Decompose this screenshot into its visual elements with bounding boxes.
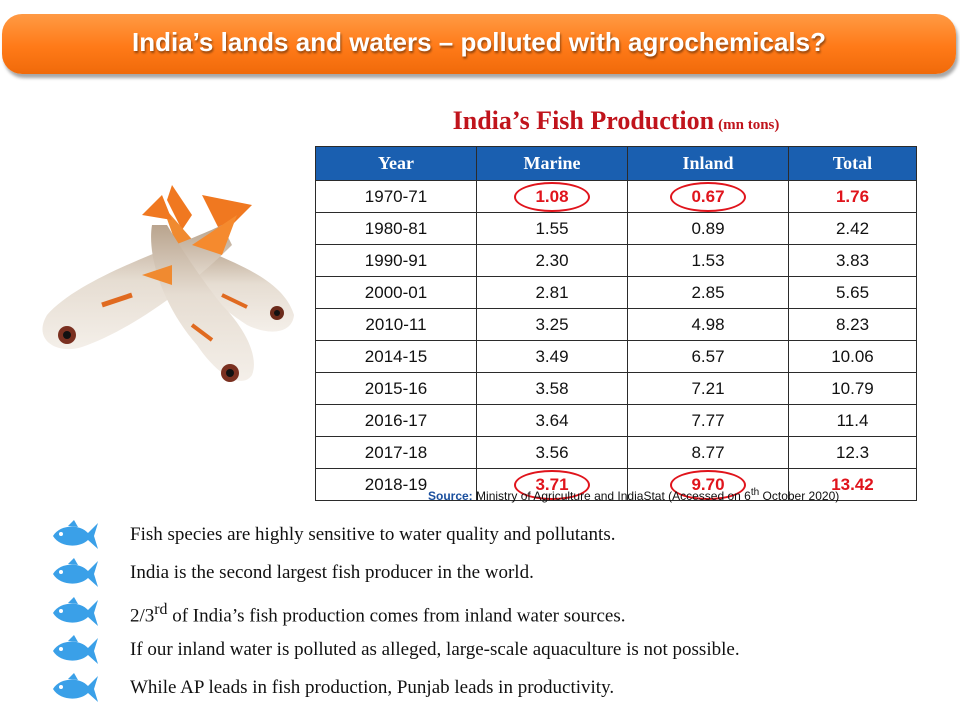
title-banner [2,14,956,74]
table-row: 2018-19 3.71 9.70 13.42 [315,468,917,501]
cell-year: 2000-01 [315,276,477,309]
cell-year: 2016-17 [315,404,477,437]
cell-marine: 1.55 [476,212,628,245]
cell-marine: 3.64 [476,404,628,437]
cell-marine: 3.58 [476,372,628,405]
cell-inland: 1.53 [627,244,789,277]
bullet-text-sup: rd [154,601,168,618]
cell-inland: 8.77 [627,436,789,469]
cell-total: 13.42 [788,468,917,501]
highlight-circle [670,181,746,212]
fish-middle [142,195,254,382]
cell-inland: 7.21 [627,372,789,405]
cell-marine: 3.71 [476,468,628,501]
table-row: 1990-91 2.30 1.53 3.83 [315,244,917,277]
table-title: India’s Fish Production (mn tons) [316,106,916,136]
cell-year: 2018-19 [315,468,477,501]
bullet-text: If our inland water is polluted as alleg… [130,639,740,660]
cell-marine: 2.30 [476,244,628,277]
source-label: Source: [428,489,473,503]
table-row: 2015-16 3.58 7.21 10.79 [315,372,917,405]
bullet-text-post: of India’s fish production comes from in… [167,605,626,627]
cell-inland: 0.89 [627,212,789,245]
cell-total: 5.65 [788,276,917,309]
cell-marine: 2.81 [476,276,628,309]
fish-bullet-icon [53,597,98,626]
bullet-text: India is the second largest fish produce… [130,562,534,583]
cell-inland: 7.77 [627,404,789,437]
cell-marine: 3.56 [476,436,628,469]
cell-total: 8.23 [788,308,917,341]
fish-bullet-icon [53,635,98,664]
col-header-marine: Marine [476,146,628,181]
cell-year: 2015-16 [315,372,477,405]
cell-total: 10.06 [788,340,917,373]
table-row: 2010-11 3.25 4.98 8.23 [315,308,917,341]
bullet-text: 2/3rd of India’s fish production comes f… [130,601,625,627]
source-text: Ministry of Agriculture and IndiaStat (A… [476,489,751,503]
cell-year: 1990-91 [315,244,477,277]
table-row: 2014-15 3.49 6.57 10.06 [315,340,917,373]
fish-illustration [42,185,294,382]
table-row: 1980-81 1.55 0.89 2.42 [315,212,917,245]
cell-inland: 2.85 [627,276,789,309]
cell-year: 2017-18 [315,436,477,469]
bullet-text: Fish species are highly sensitive to wat… [130,524,616,545]
cell-marine: 3.49 [476,340,628,373]
fish-bullet-icon [53,673,98,702]
table-row: 2016-17 3.64 7.77 11.4 [315,404,917,437]
table-row: 1970-71 1.08 0.67 1.76 [315,180,917,213]
cell-inland: 6.57 [627,340,789,373]
source-sup: th [750,487,760,498]
cell-total: 1.76 [788,180,917,213]
table-title-text: India’s Fish Production [452,106,715,135]
source-note: Source: Ministry of Agriculture and Indi… [428,487,918,503]
bullet-item: While AP leads in fish production, Punja… [50,671,930,709]
fish-bullet-icon [53,558,98,587]
table-unit: (mn tons) [718,117,780,133]
col-header-year: Year [315,146,477,181]
highlight-circle [514,181,590,212]
highlight-circle [670,469,746,500]
bullet-item: Fish species are highly sensitive to wat… [50,518,930,556]
fish-production-table: Year Marine Inland Total 1970-71 1.08 0.… [315,146,917,501]
cell-inland: 0.67 [627,180,789,213]
table-row: 2000-01 2.81 2.85 5.65 [315,276,917,309]
bullet-text-pre: 2/3 [130,605,155,627]
bullet-item: India is the second largest fish produce… [50,556,930,594]
slide-title: India’s lands and waters – polluted with… [132,27,826,57]
bullet-item: If our inland water is polluted as alleg… [50,633,930,671]
source-text-end: October 2020) [759,489,840,503]
cell-inland: 4.98 [627,308,789,341]
cell-year: 2010-11 [315,308,477,341]
cell-year: 1970-71 [315,180,477,213]
cell-year: 1980-81 [315,212,477,245]
cell-total: 10.79 [788,372,917,405]
bullet-text: While AP leads in fish production, Punja… [130,677,615,698]
col-header-inland: Inland [627,146,789,181]
cell-total: 12.3 [788,436,917,469]
highlight-circle [514,469,590,500]
cell-total: 11.4 [788,404,917,437]
col-header-total: Total [788,146,917,181]
cell-inland: 9.70 [627,468,789,501]
cell-total: 3.83 [788,244,917,277]
bullet-item: 2/3rd of India’s fish production comes f… [50,595,930,633]
cell-marine: 1.08 [476,180,628,213]
cell-marine: 3.25 [476,308,628,341]
cell-year: 2014-15 [315,340,477,373]
table-row: 2017-18 3.56 8.77 12.3 [315,436,917,469]
table-header-row: Year Marine Inland Total [315,146,917,181]
fish-bullet-icon [53,520,98,549]
cell-total: 2.42 [788,212,917,245]
